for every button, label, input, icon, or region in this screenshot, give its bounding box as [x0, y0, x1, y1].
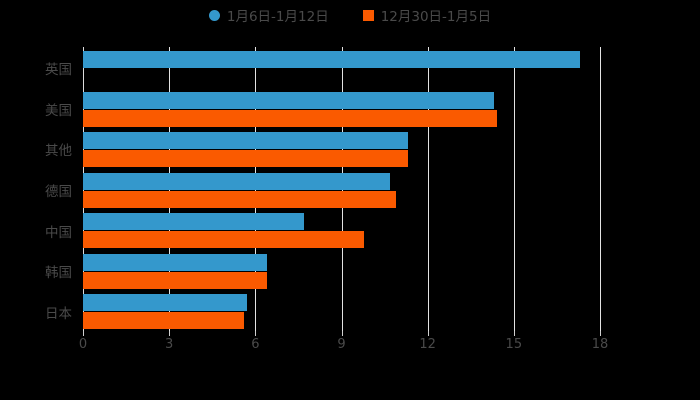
y-axis-label-日本: 日本 [45, 305, 72, 322]
x-tick-15 [513, 331, 515, 336]
x-axis: 0 3 6 9 12 15 18 [79, 331, 608, 357]
gridline-x-15 [513, 47, 515, 331]
bar-group-日本 [83, 290, 600, 331]
y-axis-label-德国: 德国 [45, 184, 72, 200]
bar-group-英国 [83, 47, 600, 88]
bar-美国-series-1[interactable] [83, 91, 494, 109]
bar-韩国-series-1[interactable] [83, 253, 267, 271]
bar-德国-series-2[interactable] [83, 190, 397, 208]
x-tick-label-9: 9 [337, 337, 346, 352]
legend-item-series-1[interactable]: 1月6日-1月12日 [208, 5, 329, 25]
x-tick-label-12: 12 [419, 337, 436, 352]
bar-中国-series-1[interactable] [83, 213, 305, 231]
legend-label-series-1: 1月6日-1月12日 [226, 9, 329, 25]
bar-series-group [83, 47, 600, 331]
legend-item-series-2[interactable]: 12月30日-1月5日 [362, 5, 492, 25]
x-tick-label-3: 3 [165, 337, 174, 352]
x-tick-3 [169, 331, 171, 336]
bar-group-美国 [83, 88, 600, 129]
chart-legend: 1月6日-1月12日 12月30日-1月5日 [0, 0, 700, 30]
x-tick-0 [83, 331, 84, 336]
x-tick-label-6: 6 [251, 337, 260, 352]
gridline-x-12 [427, 47, 429, 331]
bar-中国-series-2[interactable] [83, 231, 365, 249]
bar-韩国-series-2[interactable] [83, 271, 267, 289]
bar-其他-series-2[interactable] [83, 150, 408, 168]
x-tick-label-0: 0 [78, 337, 88, 352]
x-tick-12 [427, 331, 429, 336]
bar-日本-series-1[interactable] [83, 294, 247, 312]
bar-group-德国 [83, 169, 600, 210]
x-tick-18 [600, 331, 601, 336]
square-icon [362, 9, 374, 21]
legend-label-series-2: 12月30日-1月5日 [380, 9, 492, 25]
bar-group-韩国 [83, 250, 600, 291]
x-tick-label-18: 18 [591, 337, 609, 352]
bar-其他-series-1[interactable] [83, 132, 408, 150]
bar-英国-series-1[interactable] [83, 51, 580, 68]
circle-icon [208, 9, 220, 21]
bar-美国-series-2[interactable] [83, 109, 497, 127]
bar-日本-series-2[interactable] [83, 312, 244, 330]
bar-group-中国 [83, 209, 600, 250]
bar-group-其他 [83, 128, 600, 169]
y-axis-label-韩国: 韩国 [45, 265, 72, 282]
bar-德国-series-1[interactable] [83, 172, 391, 190]
gridline-x-18 [600, 47, 601, 331]
y-axis-label-其他: 其他 [45, 143, 72, 160]
y-axis-label-美国: 美国 [45, 102, 72, 119]
y-axis-category-labels: 英国美国其他德国中国韩国日本 [0, 47, 72, 331]
y-axis-label-英国: 英国 [45, 62, 72, 79]
x-tick-9 [341, 331, 343, 336]
plot-area [83, 47, 601, 331]
y-axis-label-中国: 中国 [45, 224, 72, 241]
x-tick-6 [255, 331, 257, 336]
x-tick-label-15: 15 [505, 337, 523, 352]
